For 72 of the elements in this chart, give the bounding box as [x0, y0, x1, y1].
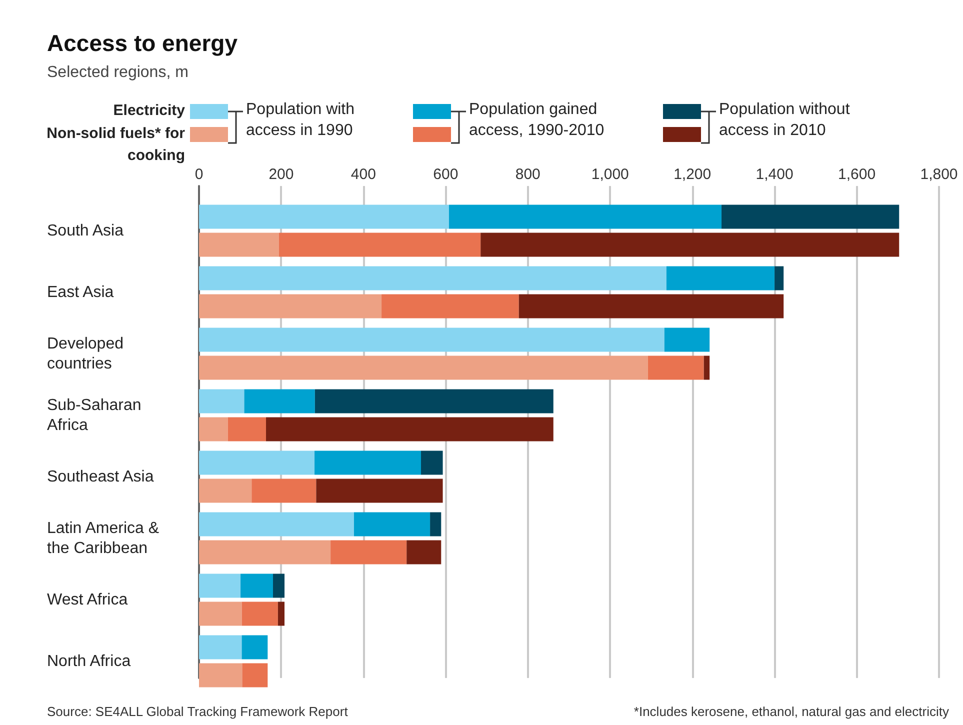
bar	[199, 356, 648, 380]
bar	[316, 478, 443, 503]
x-tick-label: 1,600	[838, 166, 876, 183]
legend-label: Population without access in 2010	[719, 100, 851, 141]
bar	[240, 574, 273, 598]
bar	[330, 540, 407, 564]
y-tick-label: Southeast Asia	[47, 468, 154, 486]
bar	[199, 450, 315, 475]
bar	[199, 602, 242, 626]
bar	[228, 417, 266, 442]
x-tick-label: 1,800	[920, 166, 958, 183]
bar	[648, 356, 704, 380]
bar	[252, 478, 316, 503]
bar	[199, 574, 241, 598]
y-tick-label: West Africa	[47, 591, 128, 608]
x-tick-label: 1,200	[674, 166, 712, 183]
bar	[266, 417, 554, 442]
bar	[199, 512, 354, 536]
bar	[382, 294, 519, 318]
bar	[664, 328, 710, 352]
bar	[278, 232, 481, 257]
y-tick-label: East Asia	[47, 284, 114, 301]
bar	[421, 450, 443, 475]
bar	[406, 540, 442, 564]
y-tick-label: Sub-Saharan Africa	[47, 396, 146, 434]
bar	[666, 266, 775, 290]
y-tick-label: Developed countries	[47, 335, 128, 372]
x-tick-label: 0	[194, 166, 204, 183]
bar	[354, 512, 430, 536]
bar	[199, 478, 252, 503]
text: *Includes kerosene, ethanol, natural gas and electricity	[634, 704, 949, 719]
bar	[242, 635, 268, 660]
bar	[704, 356, 710, 380]
legend-label: Population gained access, 1990-2010	[469, 100, 606, 141]
bar	[242, 663, 268, 688]
y-tick-label: South Asia	[47, 222, 124, 240]
bar	[518, 294, 784, 318]
bar	[314, 450, 421, 475]
legend-title: Electricity	[112, 101, 185, 121]
bar	[199, 266, 666, 290]
chart-subtitle: Selected regions, m	[47, 64, 188, 82]
bar	[273, 574, 285, 598]
legend-label: Population with access in 1990	[246, 100, 356, 141]
x-tick-label: 600	[433, 166, 458, 183]
bar	[199, 294, 382, 318]
bar	[199, 232, 279, 257]
bar	[244, 389, 315, 414]
y-tick-label: Latin America & the Caribbean	[47, 520, 164, 557]
bar	[430, 512, 442, 536]
y-tick-label: North Africa	[47, 652, 131, 670]
bar	[199, 328, 664, 352]
x-tick-label: 1,400	[756, 166, 794, 183]
bar	[242, 602, 278, 626]
x-tick-label: 200	[268, 166, 294, 183]
chart-title: Access to energy	[47, 30, 238, 57]
bar	[278, 602, 285, 626]
bar	[314, 389, 554, 414]
source-note: Source: SE4ALL Global Tracking Framework Report	[47, 704, 348, 719]
legend-title: Non-solid fuels* for cooking	[46, 124, 185, 166]
bar	[199, 389, 244, 414]
bar	[199, 417, 228, 442]
bar	[480, 232, 900, 257]
bar	[199, 540, 331, 564]
x-tick-label: 1,000	[591, 166, 629, 183]
x-tick-label: 400	[350, 166, 376, 183]
bar	[448, 204, 722, 229]
bar	[199, 635, 242, 660]
x-tick-label: 800	[515, 166, 540, 183]
bar	[774, 266, 784, 290]
bar	[722, 204, 900, 229]
bar	[199, 204, 449, 229]
bar	[199, 663, 242, 688]
